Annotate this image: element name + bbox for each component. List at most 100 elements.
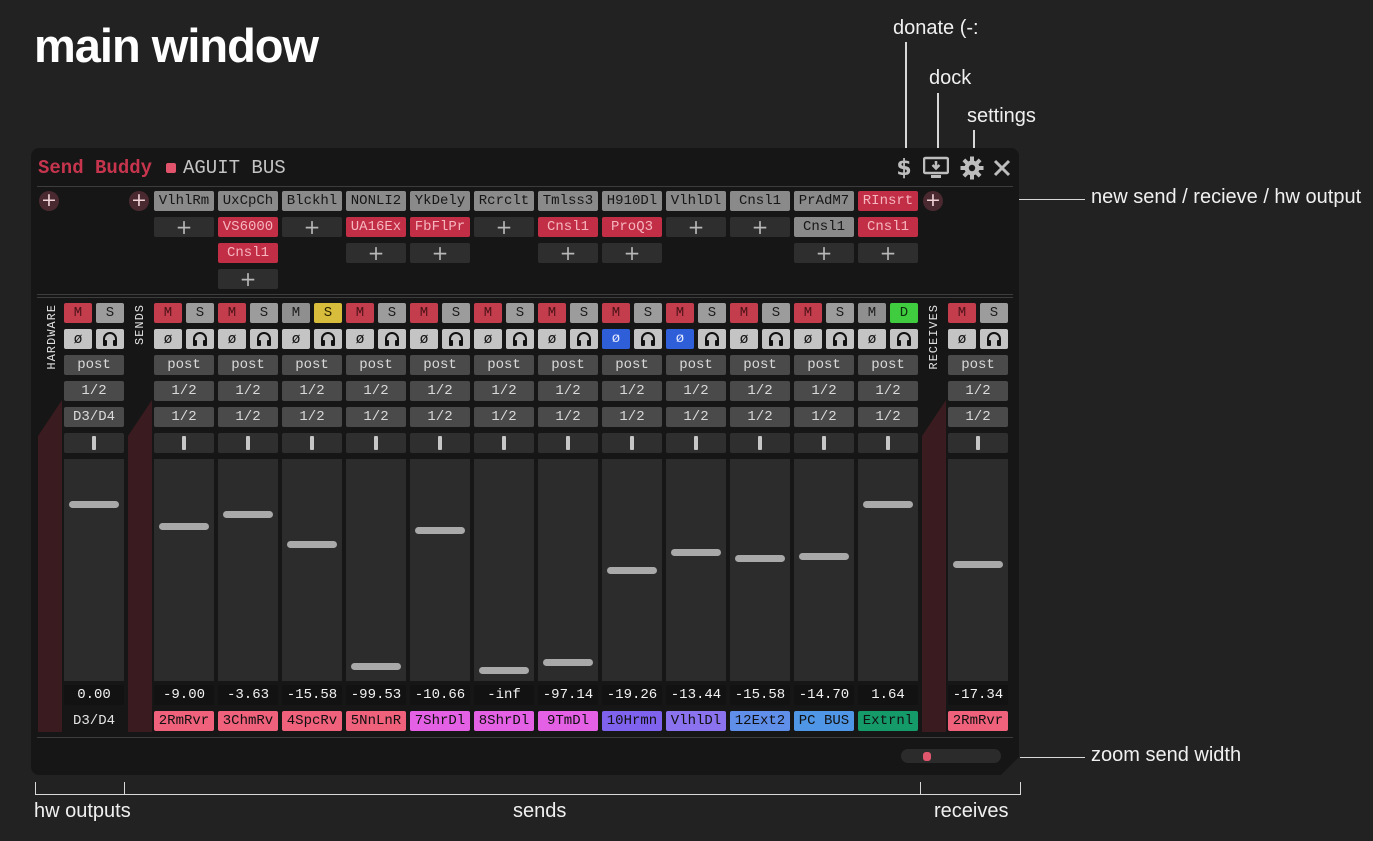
- dest-channels-button[interactable]: 1/2: [858, 407, 918, 427]
- send-mode-button[interactable]: post: [602, 355, 662, 375]
- solo-button[interactable]: S: [378, 303, 406, 323]
- pan-knob[interactable]: [694, 436, 698, 450]
- mute-button[interactable]: M: [410, 303, 438, 323]
- pan-knob[interactable]: [374, 436, 378, 450]
- fader-handle[interactable]: [223, 511, 273, 518]
- send-mode-button[interactable]: post: [794, 355, 854, 375]
- solo-button[interactable]: S: [698, 303, 726, 323]
- send-destination-label[interactable]: 2RmRvr: [154, 711, 214, 731]
- monitor-button[interactable]: [506, 329, 534, 349]
- pan-knob[interactable]: [502, 436, 506, 450]
- fx-slot[interactable]: VlhlDl: [666, 191, 726, 211]
- phase-invert-button[interactable]: ø: [218, 329, 246, 349]
- mute-button[interactable]: M: [666, 303, 694, 323]
- mute-button[interactable]: M: [154, 303, 182, 323]
- add-fx-button[interactable]: +: [410, 243, 470, 263]
- add-receive-button[interactable]: +: [923, 191, 943, 211]
- source-channels-button[interactable]: 1/2: [538, 381, 598, 401]
- volume-readout[interactable]: 0.00: [64, 685, 124, 705]
- send-destination-label[interactable]: Extrnl: [858, 711, 918, 731]
- add-fx-button[interactable]: +: [282, 217, 342, 237]
- send-mode-button[interactable]: post: [410, 355, 470, 375]
- dest-channels-button[interactable]: 1/2: [948, 407, 1008, 427]
- add-fx-button[interactable]: +: [154, 217, 214, 237]
- volume-fader[interactable]: [602, 459, 662, 681]
- phase-invert-button[interactable]: ø: [794, 329, 822, 349]
- zoom-send-width-slider[interactable]: [901, 749, 1001, 763]
- fx-slot[interactable]: VlhlRm: [154, 191, 214, 211]
- pan-slider[interactable]: [474, 433, 534, 453]
- fx-slot[interactable]: Cnsl1: [794, 217, 854, 237]
- dest-channels-button[interactable]: 1/2: [474, 407, 534, 427]
- volume-fader[interactable]: [64, 459, 124, 681]
- pan-knob[interactable]: [976, 436, 980, 450]
- fx-slot[interactable]: Cnsl1: [858, 217, 918, 237]
- phase-invert-button[interactable]: ø: [474, 329, 502, 349]
- source-channels-button[interactable]: 1/2: [154, 381, 214, 401]
- add-fx-button[interactable]: +: [218, 269, 278, 289]
- fx-slot[interactable]: Rcrclt: [474, 191, 534, 211]
- phase-invert-button[interactable]: ø: [602, 329, 630, 349]
- send-mode-button[interactable]: post: [858, 355, 918, 375]
- fx-slot[interactable]: VS6000: [218, 217, 278, 237]
- monitor-button[interactable]: [762, 329, 790, 349]
- pan-knob[interactable]: [246, 436, 250, 450]
- fader-handle[interactable]: [159, 523, 209, 530]
- volume-readout[interactable]: -14.70: [794, 685, 854, 705]
- volume-readout[interactable]: -17.34: [948, 685, 1008, 705]
- volume-readout[interactable]: -97.14: [538, 685, 598, 705]
- source-channels-button[interactable]: 1/2: [64, 381, 124, 401]
- volume-readout[interactable]: -19.26: [602, 685, 662, 705]
- mute-button[interactable]: M: [474, 303, 502, 323]
- send-mode-button[interactable]: post: [154, 355, 214, 375]
- monitor-button[interactable]: [378, 329, 406, 349]
- solo-button[interactable]: D: [890, 303, 918, 323]
- volume-readout[interactable]: -9.00: [154, 685, 214, 705]
- solo-button[interactable]: S: [314, 303, 342, 323]
- source-channels-button[interactable]: 1/2: [858, 381, 918, 401]
- send-mode-button[interactable]: post: [948, 355, 1008, 375]
- source-channels-button[interactable]: 1/2: [346, 381, 406, 401]
- volume-fader[interactable]: [666, 459, 726, 681]
- add-send-button[interactable]: +: [129, 191, 149, 211]
- fx-slot[interactable]: Cnsl1: [730, 191, 790, 211]
- solo-button[interactable]: S: [980, 303, 1008, 323]
- solo-button[interactable]: S: [250, 303, 278, 323]
- fx-slot[interactable]: FbFlPr: [410, 217, 470, 237]
- fx-slot[interactable]: ProQ3: [602, 217, 662, 237]
- volume-readout[interactable]: -10.66: [410, 685, 470, 705]
- dest-channels-button[interactable]: 1/2: [602, 407, 662, 427]
- pan-slider[interactable]: [154, 433, 214, 453]
- phase-invert-button[interactable]: ø: [154, 329, 182, 349]
- receive-source-label[interactable]: 2RmRvr: [948, 711, 1008, 731]
- fader-handle[interactable]: [799, 553, 849, 560]
- volume-fader[interactable]: [282, 459, 342, 681]
- fader-handle[interactable]: [351, 663, 401, 670]
- mute-button[interactable]: M: [538, 303, 566, 323]
- pan-slider[interactable]: [858, 433, 918, 453]
- fader-handle[interactable]: [69, 501, 119, 508]
- volume-readout[interactable]: 1.64: [858, 685, 918, 705]
- monitor-button[interactable]: [186, 329, 214, 349]
- dock-button[interactable]: [921, 154, 951, 182]
- send-destination-label[interactable]: PC BUS: [794, 711, 854, 731]
- dest-channels-button[interactable]: 1/2: [154, 407, 214, 427]
- add-fx-button[interactable]: +: [538, 243, 598, 263]
- source-channels-button[interactable]: 1/2: [410, 381, 470, 401]
- mute-button[interactable]: M: [730, 303, 758, 323]
- send-destination-label[interactable]: VlhlDl: [666, 711, 726, 731]
- send-mode-button[interactable]: post: [64, 355, 124, 375]
- volume-readout[interactable]: -3.63: [218, 685, 278, 705]
- monitor-button[interactable]: [698, 329, 726, 349]
- pan-knob[interactable]: [438, 436, 442, 450]
- phase-invert-button[interactable]: ø: [282, 329, 310, 349]
- send-mode-button[interactable]: post: [282, 355, 342, 375]
- mute-button[interactable]: M: [346, 303, 374, 323]
- pan-slider[interactable]: [948, 433, 1008, 453]
- monitor-button[interactable]: [570, 329, 598, 349]
- mute-button[interactable]: M: [282, 303, 310, 323]
- monitor-button[interactable]: [826, 329, 854, 349]
- source-channels-button[interactable]: 1/2: [602, 381, 662, 401]
- fx-slot[interactable]: UA16Ex: [346, 217, 406, 237]
- solo-button[interactable]: S: [506, 303, 534, 323]
